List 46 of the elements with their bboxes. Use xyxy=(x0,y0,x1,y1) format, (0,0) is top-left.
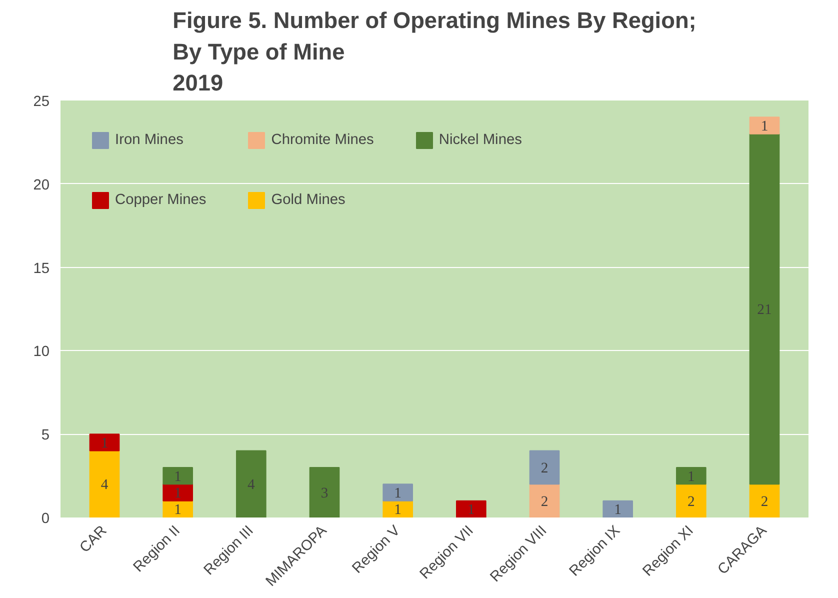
legend-label: Copper Mines xyxy=(115,192,206,208)
y-tick-label: 5 xyxy=(41,428,50,444)
y-tick-label: 25 xyxy=(33,94,50,110)
bar xyxy=(529,450,560,485)
y-tick-label: 15 xyxy=(33,260,50,277)
bar xyxy=(162,466,193,485)
y-tick-label: 0 xyxy=(41,511,50,527)
data-label: 3 xyxy=(320,485,328,502)
y-tick-label: 10 xyxy=(33,344,50,360)
y-tick-label: 20 xyxy=(33,177,50,194)
data-label: 1 xyxy=(100,435,108,452)
bar xyxy=(382,484,413,502)
data-label: 1 xyxy=(614,502,622,518)
bar xyxy=(456,500,486,518)
data-label: 1 xyxy=(688,468,695,485)
legend-label: Chromite Mines xyxy=(271,132,374,148)
bar xyxy=(749,133,780,485)
data-label: 21 xyxy=(757,302,772,318)
bar xyxy=(749,484,780,518)
data-label: 1 xyxy=(174,468,182,485)
bar xyxy=(676,484,706,518)
data-label: 1 xyxy=(760,118,768,135)
data-label: 2 xyxy=(688,494,695,510)
bar xyxy=(602,500,633,518)
data-label: 2 xyxy=(540,494,548,510)
legend-label: Gold Mines xyxy=(271,192,346,208)
bar xyxy=(529,484,560,518)
bar xyxy=(749,116,780,134)
data-label: 4 xyxy=(248,477,256,494)
legend-label: Nickel Mines xyxy=(438,132,522,148)
data-label: 2 xyxy=(760,494,768,510)
legend-label: Iron Mines xyxy=(115,132,184,148)
data-label: 4 xyxy=(100,477,109,494)
bar xyxy=(676,466,706,485)
chart-title: Figure 5. Number of Operating Mines By Region; By Type of Mine 2019 xyxy=(172,7,696,96)
bar xyxy=(236,450,266,518)
data-label: 1 xyxy=(468,502,475,518)
data-label: 1 xyxy=(394,485,402,502)
data-label: 2 xyxy=(540,460,548,476)
bar xyxy=(89,450,120,518)
bar xyxy=(309,466,340,518)
data-label: 1 xyxy=(174,485,182,502)
data-label: 1 xyxy=(394,502,402,518)
data-label: 1 xyxy=(174,502,182,518)
bar xyxy=(162,484,193,502)
bar xyxy=(89,434,120,452)
